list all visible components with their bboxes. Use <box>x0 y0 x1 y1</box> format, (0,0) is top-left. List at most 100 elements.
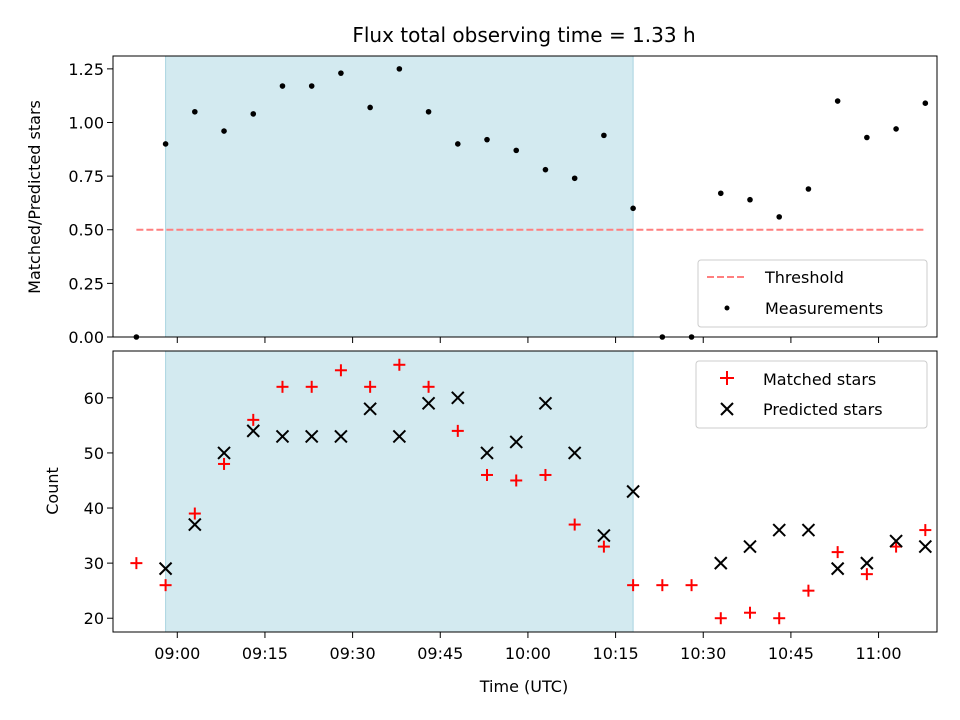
top-marks <box>133 66 929 340</box>
bottom-y-tick-label: 50 <box>84 444 104 463</box>
x-tick-label: 10:00 <box>505 644 551 663</box>
predicted-star-point <box>304 429 319 444</box>
measurement-point <box>513 147 520 154</box>
measurement-point <box>396 66 403 72</box>
measurement-point <box>308 83 315 89</box>
bottom-y-axis: 20 30 40 50 60 <box>84 389 113 628</box>
matched-star-point <box>802 584 815 597</box>
chart-title: Flux total observing time = 1.33 h <box>352 23 695 47</box>
x-tick-label: 10:30 <box>680 644 726 663</box>
measurement-point <box>454 141 461 147</box>
bottom-legend: Matched stars Predicted stars <box>695 360 928 429</box>
matched-star-point <box>714 612 727 625</box>
bottom-y-tick-label: 20 <box>84 609 104 628</box>
matched-star-point <box>305 380 318 393</box>
predicted-star-point <box>597 528 611 543</box>
predicted-star-point <box>334 429 348 444</box>
predicted-star-point <box>421 396 436 411</box>
matched-star-point <box>159 579 172 592</box>
predicted-star-point <box>217 446 231 460</box>
measurement-point <box>805 186 812 192</box>
measurement-point <box>834 98 841 104</box>
predicted-star-point <box>392 429 407 444</box>
measurement-point <box>484 136 490 143</box>
x-tick-label: 09:30 <box>330 644 376 663</box>
matched-star-point <box>860 568 873 581</box>
top-y-tick-label: 0.50 <box>68 221 104 240</box>
measurement-point <box>162 141 169 147</box>
predicted-star-point <box>275 429 290 444</box>
x-axis-title: Time (UTC) <box>479 677 568 696</box>
measurement-point <box>922 100 929 106</box>
legend-predicted-label: Predicted stars <box>763 400 883 419</box>
matched-star-point <box>743 606 756 619</box>
top-legend-frame <box>697 259 928 328</box>
x-tick-label: 09:15 <box>242 644 288 663</box>
predicted-star-point <box>509 435 523 449</box>
top-y-tick-label: 0.75 <box>68 167 104 186</box>
matched-star-point <box>188 507 201 520</box>
matched-star-point <box>364 380 377 393</box>
measurement-point <box>630 205 636 212</box>
measurement-point <box>192 108 198 115</box>
matched-star-point <box>276 380 289 393</box>
measurement-point <box>747 196 753 203</box>
bottom-observing-interval-shade <box>165 350 634 633</box>
top-y-tick-label: 0.25 <box>68 274 104 293</box>
bottom-x-axis: 09:00 09:15 09:30 09:45 10:00 10:15 10:30 10:45… <box>154 632 902 663</box>
predicted-star-point <box>918 539 933 554</box>
top-legend: Threshold Measurements <box>697 259 928 328</box>
predicted-star-point <box>830 561 845 576</box>
predicted-star-point <box>246 424 260 438</box>
bottom-marks <box>130 358 933 625</box>
matched-star-point <box>130 557 143 570</box>
bottom-y-axis-title: Count <box>43 467 62 515</box>
predicted-star-point <box>714 556 728 570</box>
top-y-tick-label: 0.00 <box>68 328 104 347</box>
measurement-point <box>338 70 344 76</box>
top-panel: 0.00 0.25 0.50 0.75 1.00 1.25 Matched/Predict… <box>25 55 938 347</box>
x-tick-label: 09:45 <box>417 644 463 663</box>
bottom-legend-frame <box>695 360 928 429</box>
bottom-y-tick-label: 40 <box>84 499 104 518</box>
predicted-star-point <box>480 446 494 460</box>
bottom-y-tick-label: 60 <box>84 389 104 408</box>
predicted-star-point <box>188 517 202 532</box>
measurement-point <box>776 214 783 220</box>
predicted-star-point <box>451 391 465 405</box>
top-y-tick-label: 1.25 <box>68 60 104 79</box>
measurement-point <box>279 83 286 89</box>
matched-star-point <box>568 518 581 531</box>
legend-measurements-swatch <box>724 305 730 311</box>
predicted-star-point <box>743 539 757 554</box>
matched-star-point <box>539 468 552 481</box>
x-tick-label: 11:00 <box>856 644 902 663</box>
measurement-point <box>571 175 578 182</box>
top-y-axis: 0.00 0.25 0.50 0.75 1.00 1.25 <box>68 60 113 347</box>
x-tick-label: 09:00 <box>154 644 200 663</box>
matched-star-point <box>510 474 523 487</box>
matched-star-point <box>597 540 610 553</box>
top-observing-interval-shade <box>165 55 634 338</box>
matched-star-point <box>393 358 406 371</box>
predicted-star-point <box>860 556 874 570</box>
matched-star-point <box>890 540 903 553</box>
top-y-tick-label: 1.00 <box>68 113 104 132</box>
measurement-point <box>221 128 227 134</box>
matched-star-point <box>218 457 231 470</box>
predicted-star-point <box>567 446 582 460</box>
matched-star-point <box>831 546 844 559</box>
matched-star-point <box>627 579 640 592</box>
matched-star-point <box>481 468 494 481</box>
top-x-ticks <box>176 337 880 343</box>
bottom-y-tick-label: 30 <box>84 554 104 573</box>
matched-star-point <box>334 364 347 377</box>
matched-star-point <box>773 612 786 625</box>
predicted-star-point <box>363 402 377 416</box>
legend-matched-swatch <box>720 371 734 385</box>
predicted-star-point <box>538 396 553 411</box>
bottom-plot-frame <box>112 350 938 633</box>
measurement-point <box>425 108 432 115</box>
predicted-star-point <box>801 523 816 537</box>
measurement-point <box>601 132 607 139</box>
